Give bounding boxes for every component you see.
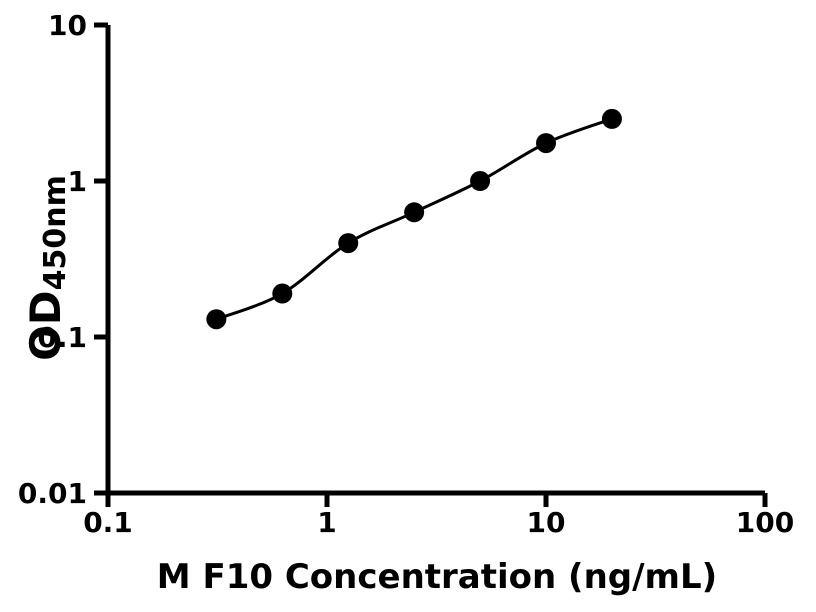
x-tick-label: 100 — [736, 506, 794, 539]
y-tick-label: 0.01 — [18, 477, 87, 510]
y-tick-label: 1 — [68, 165, 87, 198]
x-tick-label: 1 — [317, 506, 336, 539]
y-tick-label: 10 — [48, 9, 87, 42]
x-tick-label: 0.1 — [83, 506, 133, 539]
data-points — [206, 108, 622, 330]
data-point — [206, 309, 227, 330]
data-point — [536, 133, 556, 154]
data-point — [601, 108, 622, 129]
axes — [105, 25, 765, 496]
axis-spine — [105, 25, 765, 496]
data-point — [470, 171, 491, 191]
axis-ticks — [94, 22, 768, 507]
data-point — [404, 202, 425, 223]
data-point — [272, 283, 293, 304]
y-axis-title-main: OD — [21, 290, 70, 361]
data-point — [338, 233, 359, 254]
y-axis-title: OD450nm — [21, 175, 73, 361]
x-tick-label: 10 — [527, 506, 566, 539]
x-axis-title: M F10 Concentration (ng/mL) — [157, 557, 717, 597]
y-tick-label: 0.1 — [37, 321, 87, 354]
y-axis-title-subscript: 450nm — [38, 175, 73, 290]
